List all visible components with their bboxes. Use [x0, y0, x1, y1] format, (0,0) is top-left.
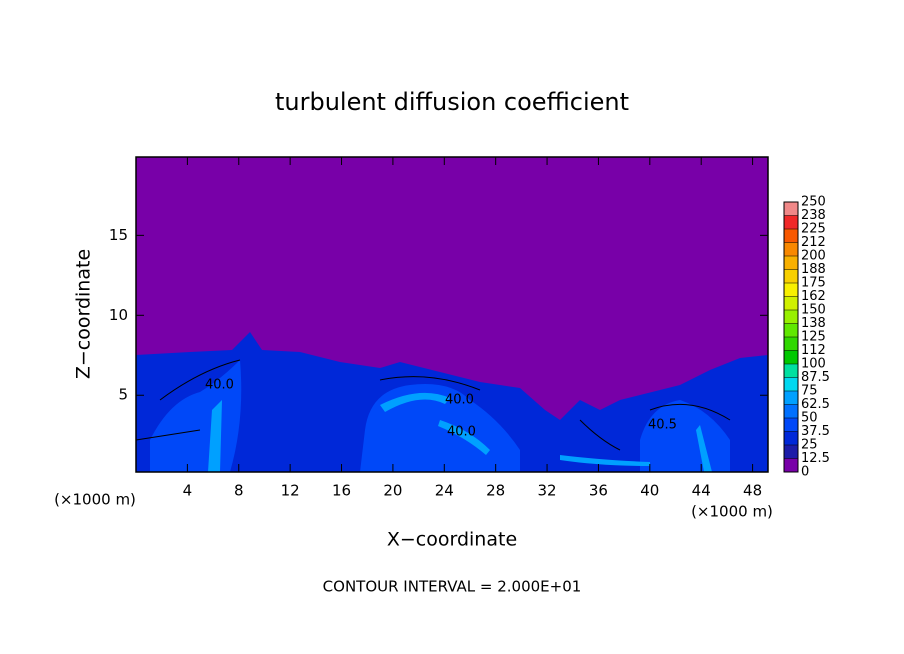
chart-title: turbulent diffusion coefficient: [275, 88, 629, 116]
colorbar-label: 100: [801, 357, 826, 372]
colorbar-band: [784, 404, 798, 418]
colorbar-label: 12.5: [801, 451, 830, 466]
plot-frame: [135, 156, 769, 473]
field: [135, 157, 768, 472]
x-tick-label: 12: [281, 482, 300, 500]
colorbar-band: [784, 445, 798, 459]
colorbar-band: [784, 269, 798, 283]
turbulent-region: [640, 400, 730, 472]
colorbar-band: [784, 377, 798, 391]
y-tick-label: 5: [118, 386, 128, 404]
colorbar-band: [784, 364, 798, 378]
strong-turbulence: [208, 392, 712, 472]
colorbar-band: [784, 310, 798, 324]
x-tick-label: 4: [183, 482, 193, 500]
footer-note: CONTOUR INTERVAL = 2.000E+01: [323, 578, 582, 596]
colorbar-band: [784, 215, 798, 229]
contour-label: 40.5: [648, 418, 677, 433]
x-tick-label: 16: [332, 482, 351, 500]
colorbar-label: 25: [801, 438, 818, 453]
x-tick-label: 28: [486, 482, 505, 500]
colorbar-band: [784, 458, 798, 472]
colorbar-label: 188: [801, 262, 826, 277]
x-tick-label: 24: [435, 482, 454, 500]
x-unit-label: (×1000 m): [691, 503, 773, 521]
contour-label: 40.0: [447, 425, 476, 440]
colorbar-band: [784, 418, 798, 432]
x-tick-label: 36: [589, 482, 608, 500]
x-tick-label: 40: [640, 482, 659, 500]
contour-label: 40.0: [205, 378, 234, 393]
y-tick-label: 15: [109, 226, 128, 244]
colorbar-label: 125: [801, 330, 826, 345]
colorbar-band: [784, 202, 798, 216]
colorbar-label: 212: [801, 235, 826, 250]
colorbar-label: 75: [801, 384, 818, 399]
colorbar-label: 150: [801, 303, 826, 318]
colorbar-label: 0: [801, 465, 809, 480]
colorbar-band: [784, 283, 798, 297]
contour-label: 40.0: [445, 393, 474, 408]
x-tick-label: 48: [743, 482, 762, 500]
colorbar-band: [784, 350, 798, 364]
colorbar-label: 162: [801, 289, 826, 304]
x-tick-label: 8: [234, 482, 244, 500]
x-unit-label: (×1000 m): [54, 491, 136, 509]
x-axis-title: X−coordinate: [387, 529, 517, 551]
x-tick-label: 20: [383, 482, 402, 500]
colorbar-band: [784, 242, 798, 256]
colorbar-label: 250: [801, 195, 826, 210]
y-tick-label: 10: [109, 306, 128, 324]
colorbar-band: [784, 229, 798, 243]
colorbar-band: [784, 323, 798, 337]
colorbar-label: 200: [801, 249, 826, 264]
x-tick-label: 44: [692, 482, 711, 500]
colorbar-label: 138: [801, 316, 826, 331]
y-axis-title: Z−coordinate: [73, 249, 95, 379]
colorbar-band: [784, 337, 798, 351]
colorbar-label: 87.5: [801, 370, 830, 385]
colorbar-band: [784, 296, 798, 310]
colorbar-label: 112: [801, 343, 826, 358]
colorbar-label: 37.5: [801, 424, 830, 439]
colorbar-label: 175: [801, 276, 826, 291]
colorbar-label: 62.5: [801, 397, 830, 412]
x-tick-label: 32: [538, 482, 557, 500]
colorbar-band: [784, 256, 798, 270]
colorbar-label: 225: [801, 222, 826, 237]
contour-line: [135, 359, 731, 451]
colorbar-label: 238: [801, 208, 826, 223]
colorbar-label: 50: [801, 411, 818, 426]
colorbar-band: [784, 431, 798, 445]
colorbar-band: [784, 391, 798, 405]
